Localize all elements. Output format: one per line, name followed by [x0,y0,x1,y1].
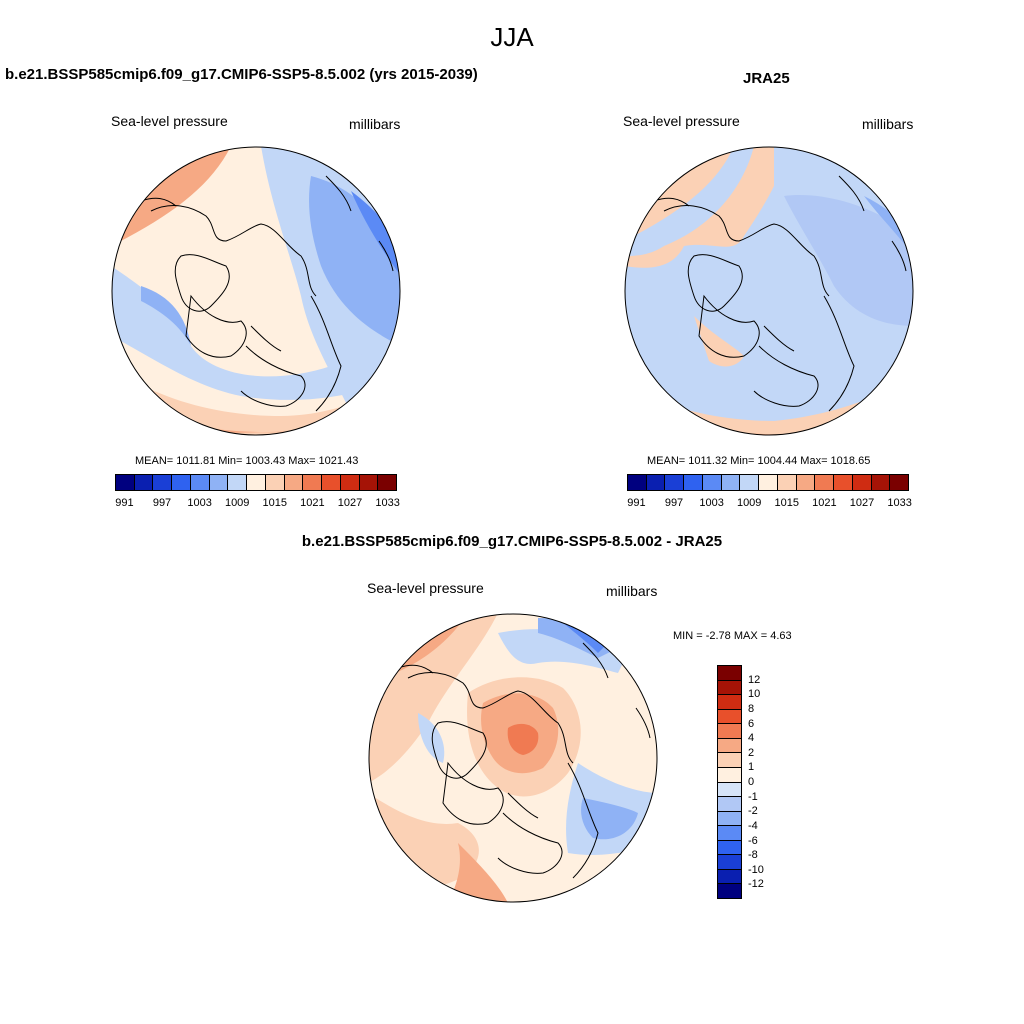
diff-colorbar-swatch [718,738,741,754]
obs-colorbar-swatch [834,475,853,490]
model-colorbar-tick-label: 1033 [375,497,400,509]
model-colorbar-swatch [378,475,397,490]
model-colorbar-swatch [153,475,173,490]
obs-colorbar-swatch [890,475,909,490]
obs-colorbar-tick-label: 1021 [812,497,837,509]
diff-polar-map [368,613,658,903]
diff-colorbar-tick-label: -10 [748,863,764,876]
model-colorbar [115,474,397,491]
obs-colorbar-tick-label: 1015 [774,497,800,509]
model-colorbar-tick-label: 1015 [262,497,288,509]
diff-colorbar-swatch [718,767,741,783]
obs-colorbar-swatch [871,475,891,490]
obs-colorbar-tick-label: 1009 [736,497,762,509]
obs-panel-title: JRA25 [743,70,790,87]
diff-colorbar-swatch [718,884,741,898]
diff-variable-label: Sea-level pressure [367,580,484,596]
model-colorbar-tick-label: 1009 [224,497,250,509]
diff-colorbar-tick-label: 10 [748,688,761,701]
model-colorbar-swatch [116,475,135,490]
model-colorbar-swatch [228,475,248,490]
obs-colorbar-swatch [702,475,722,490]
obs-colorbar-swatch [796,475,816,490]
model-units-label: millibars [349,116,401,132]
diff-colorbar-tick-label: -1 [748,790,758,803]
diff-panel-title: b.e21.BSSP585cmip6.f09_g17.CMIP6-SSP5-8.… [301,533,723,550]
obs-colorbar-swatch [740,475,760,490]
diff-colorbar-tick-label: 2 [748,746,755,759]
diff-colorbar-tick-label: -4 [748,819,758,832]
obs-polar-map [624,146,914,436]
diff-colorbar-tick-label: -8 [748,849,758,862]
diff-colorbar-swatch [718,724,741,739]
obs-colorbar-swatch [852,475,872,490]
diff-colorbar-swatch [718,753,741,768]
obs-units-label: millibars [862,116,914,132]
diff-colorbar-swatch [718,855,741,870]
model-colorbar-tick-label: 997 [152,497,172,509]
obs-colorbar-tick-label: 1027 [849,497,875,509]
diff-colorbar-swatch [718,782,741,798]
obs-colorbar-swatch [646,475,666,490]
obs-colorbar-swatch [665,475,685,490]
model-colorbar-swatch [190,475,210,490]
obs-colorbar-swatch [684,475,703,490]
model-stats: MEAN= 1011.81 Min= 1003.43 Max= 1021.43 [135,455,359,467]
diff-colorbar-tick-label: 8 [748,702,755,715]
diff-minmax: MIN = -2.78 MAX = 4.63 [673,630,792,642]
diff-colorbar-tick-label: -12 [748,878,764,891]
model-panel-title: b.e21.BSSP585cmip6.f09_g17.CMIP6-SSP5-8.… [5,66,478,83]
diff-colorbar-tick-label: -6 [748,834,758,847]
obs-colorbar-tick-label: 1003 [699,497,724,509]
diff-colorbar-swatch [718,695,741,710]
model-colorbar-swatch [359,475,379,490]
model-colorbar-tick-label: 991 [115,497,134,509]
model-colorbar-tick-label: 1021 [300,497,325,509]
diff-colorbar-tick-label: 12 [748,673,761,686]
model-colorbar-swatch [134,475,154,490]
season-title: JJA [490,22,534,52]
model-colorbar-swatch [172,475,191,490]
model-colorbar-tick-label: 1027 [337,497,363,509]
model-colorbar-swatch [284,475,304,490]
obs-colorbar-tick-label: 991 [627,497,646,509]
obs-colorbar-swatch [815,475,835,490]
diff-colorbar [717,665,742,899]
model-colorbar-swatch [247,475,266,490]
model-polar-map [111,146,401,436]
diff-colorbar-tick-label: 1 [748,761,755,774]
diff-colorbar-swatch [718,840,741,856]
diff-colorbar-tick-label: 6 [748,717,755,730]
model-colorbar-swatch [340,475,360,490]
obs-colorbar-swatch [628,475,647,490]
diff-colorbar-swatch [718,811,741,827]
diff-colorbar-tick-label: 4 [748,732,755,745]
obs-colorbar-swatch [777,475,797,490]
diff-colorbar-swatch [718,826,741,841]
diff-units-label: millibars [606,583,658,599]
model-colorbar-swatch [322,475,341,490]
obs-stats: MEAN= 1011.32 Min= 1004.44 Max= 1018.65 [647,455,871,467]
model-colorbar-swatch [265,475,285,490]
diff-colorbar-swatch [718,680,741,696]
obs-colorbar-swatch [759,475,778,490]
model-colorbar-swatch [209,475,229,490]
obs-colorbar [627,474,909,491]
model-colorbar-swatch [303,475,323,490]
obs-colorbar-tick-label: 1033 [887,497,912,509]
obs-colorbar-tick-label: 997 [664,497,684,509]
model-variable-label: Sea-level pressure [111,113,228,129]
obs-variable-label: Sea-level pressure [623,113,740,129]
obs-colorbar-swatch [721,475,741,490]
diff-colorbar-swatch [718,797,741,812]
diff-colorbar-swatch [718,709,741,725]
diff-colorbar-swatch [718,666,741,681]
model-colorbar-tick-label: 1003 [187,497,212,509]
diff-colorbar-swatch [718,869,741,885]
diff-colorbar-tick-label: 0 [748,776,755,788]
diff-colorbar-tick-label: -2 [748,805,758,818]
